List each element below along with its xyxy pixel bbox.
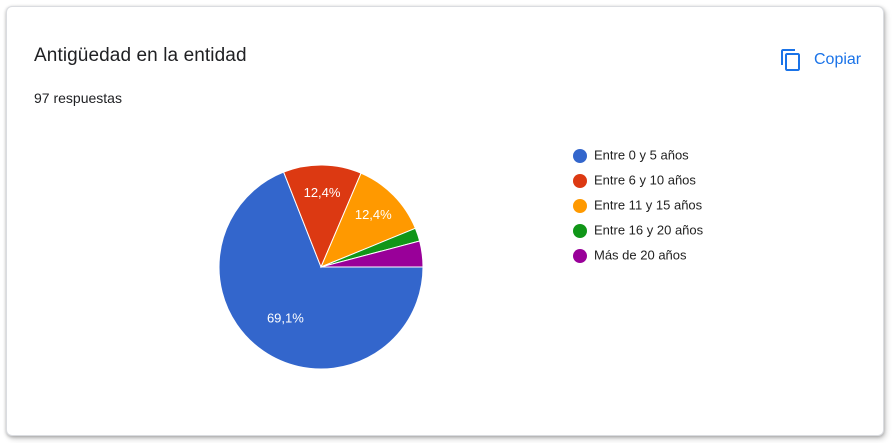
legend-marker-2[interactable] <box>573 174 587 188</box>
legend-label-3[interactable]: Entre 11 y 15 años <box>594 197 703 212</box>
question-title: Antigüedad en la entidad <box>34 45 247 66</box>
pie-slice-label-2: 12,4% <box>304 185 341 200</box>
pie-slice-5[interactable] <box>320 240 424 268</box>
legend-label-1[interactable]: Entre 0 y 5 años <box>594 147 689 162</box>
legend-marker-4[interactable] <box>573 224 587 238</box>
question-card: Antigüedad en la entidad 97 respuestas C… <box>6 6 884 436</box>
legend-label-4[interactable]: Entre 16 y 20 años <box>594 222 704 237</box>
pie-slice-label-1: 69,1% <box>267 311 304 326</box>
copy-label: Copiar <box>814 51 862 68</box>
legend-marker-1[interactable] <box>573 149 587 163</box>
legend-marker-5[interactable] <box>573 249 587 263</box>
copy-button[interactable]: Copiar <box>779 44 861 76</box>
pie-slice-label-3: 12,4% <box>355 207 392 222</box>
response-count: 97 respuestas <box>34 90 122 106</box>
copy-icon <box>781 49 800 71</box>
pie-slice-2[interactable] <box>282 164 362 269</box>
pie-slice-3[interactable] <box>320 172 417 268</box>
legend-label-5[interactable]: Más de 20 años <box>594 247 687 262</box>
pie-slice-1[interactable] <box>218 171 424 370</box>
legend-label-2[interactable]: Entre 6 y 10 años <box>594 172 696 187</box>
legend-marker-3[interactable] <box>573 199 587 213</box>
